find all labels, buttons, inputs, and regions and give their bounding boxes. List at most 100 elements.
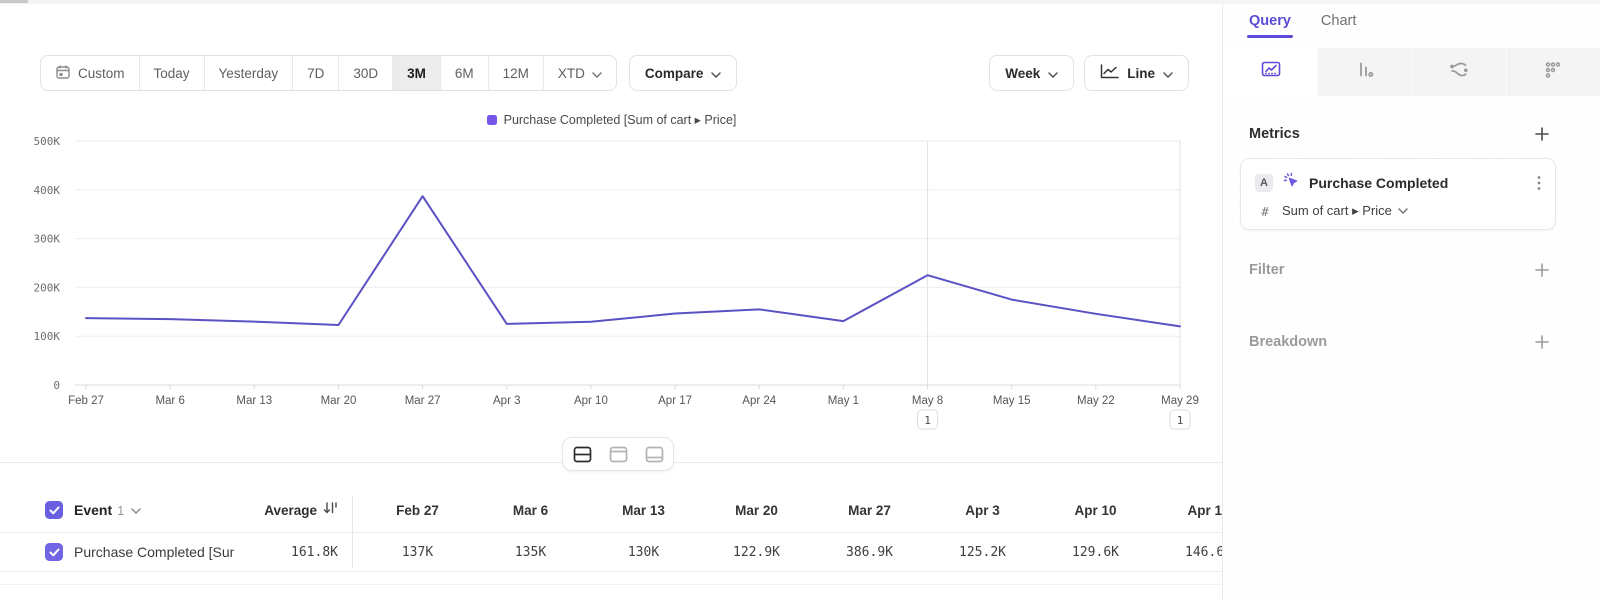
metrics-section-header: Metrics xyxy=(1249,126,1550,142)
x-axis-tick: May 8 xyxy=(912,395,943,407)
average-column-header: Average xyxy=(264,502,317,518)
chart-controls: Week Line xyxy=(989,55,1189,91)
range-6m-button[interactable]: 6M xyxy=(439,56,488,90)
report-retention-button[interactable] xyxy=(1505,48,1600,96)
x-axis-tick: Feb 27 xyxy=(68,395,104,407)
x-axis-tick: Apr 17 xyxy=(658,395,692,407)
range-xtd-button[interactable]: XTD xyxy=(542,56,616,90)
cell-value: 122.9K xyxy=(733,544,780,560)
y-axis-tick: 300K xyxy=(34,233,61,246)
legend-label: Purchase Completed [Sum of cart ▸ Price] xyxy=(503,113,737,127)
x-axis-tick: Mar 13 xyxy=(236,395,272,407)
compare-button[interactable]: Compare xyxy=(628,55,738,91)
series-line xyxy=(85,195,1181,328)
chart-type-select[interactable]: Line xyxy=(1084,55,1189,91)
x-axis-tick: Apr 3 xyxy=(493,395,521,407)
results-table: Event 1 Average Feb 27 Mar 6 xyxy=(0,488,1222,572)
retention-dots-icon xyxy=(1541,58,1565,87)
table-header-row: Event 1 Average Feb 27 Mar 6 xyxy=(0,488,1222,532)
numeric-type-icon: # xyxy=(1261,203,1269,219)
add-breakdown-button[interactable] xyxy=(1534,334,1550,350)
tab-chart[interactable]: Chart xyxy=(1320,13,1357,29)
sort-descending-icon[interactable] xyxy=(323,501,338,520)
chevron-down-icon[interactable] xyxy=(131,501,142,519)
row-checkbox[interactable] xyxy=(45,543,63,561)
filter-section-header: Filter xyxy=(1249,262,1550,278)
report-toolbar: Custom Today Yesterday 7D 30D 3M 6M 12M … xyxy=(40,55,1189,91)
flows-icon xyxy=(1447,58,1471,87)
filter-title: Filter xyxy=(1249,262,1285,278)
table-date-header: Mar 6 xyxy=(512,502,549,518)
aggregation-select[interactable]: Sum of cart ▸ Price xyxy=(1282,203,1408,219)
table-date-header: Feb 27 xyxy=(396,502,439,518)
chevron-down-icon xyxy=(1048,66,1058,81)
split-view-button[interactable] xyxy=(566,441,598,467)
breakdown-title: Breakdown xyxy=(1249,334,1328,350)
cell-value: 129.6K xyxy=(1072,544,1119,560)
metric-name: Purchase Completed xyxy=(1309,174,1449,191)
metric-card[interactable]: A Purchase Completed # Sum of cart ▸ Pri… xyxy=(1240,158,1556,230)
breakdown-section-header: Breakdown xyxy=(1249,334,1550,350)
x-axis-tick: Mar 6 xyxy=(155,395,184,407)
x-axis-tick: Mar 20 xyxy=(321,395,357,407)
svg-text:1: 1 xyxy=(1177,414,1184,427)
funnel-bars-icon xyxy=(1353,58,1377,87)
table-date-header: Mar 13 xyxy=(622,502,665,518)
line-chart-icon xyxy=(1100,64,1119,82)
add-filter-button[interactable] xyxy=(1534,262,1550,278)
report-insights-button[interactable] xyxy=(1224,48,1318,96)
calendar-icon xyxy=(55,64,71,83)
select-all-checkbox[interactable] xyxy=(45,501,63,519)
report-flows-button[interactable] xyxy=(1411,48,1506,96)
interval-select[interactable]: Week xyxy=(989,55,1075,91)
chevron-down-icon xyxy=(711,66,722,81)
cell-value: 125.2K xyxy=(959,544,1006,560)
next-row-edge xyxy=(0,584,1222,585)
x-axis-tick: Apr 10 xyxy=(574,395,608,407)
annotation-badge xyxy=(917,409,939,430)
report-funnels-button[interactable] xyxy=(1317,48,1412,96)
report-type-switcher xyxy=(1224,48,1600,96)
range-custom-button[interactable]: Custom xyxy=(41,56,139,90)
range-custom-label: Custom xyxy=(78,65,125,81)
table-row[interactable]: Purchase Completed [Sum of cart ▸ Price]… xyxy=(0,532,1222,572)
kebab-menu-icon[interactable] xyxy=(1537,175,1541,191)
svg-text:1: 1 xyxy=(924,414,931,427)
range-today-button[interactable]: Today xyxy=(138,56,204,90)
view-layout-toggle xyxy=(562,437,674,471)
range-30d-button[interactable]: 30D xyxy=(338,56,392,90)
event-sparkle-icon xyxy=(1282,171,1300,194)
metrics-title: Metrics xyxy=(1249,126,1300,142)
annotation-badge xyxy=(1169,409,1191,430)
event-column-header: Event xyxy=(74,502,113,518)
cell-value: 130K xyxy=(627,544,660,560)
y-axis-tick: 100K xyxy=(34,330,61,343)
range-yesterday-button[interactable]: Yesterday xyxy=(203,56,293,90)
x-axis-tick: Mar 27 xyxy=(405,395,441,407)
table-date-header: Mar 20 xyxy=(735,502,778,518)
range-3m-button[interactable]: 3M xyxy=(392,56,440,90)
table-column-divider xyxy=(352,496,353,568)
x-axis-tick: May 22 xyxy=(1077,395,1115,407)
range-12m-button[interactable]: 12M xyxy=(487,56,543,90)
query-builder-panel: Query Chart xyxy=(1224,4,1600,600)
metric-letter-badge: A xyxy=(1255,173,1273,192)
chart-only-view-button[interactable] xyxy=(602,441,634,467)
add-metric-button[interactable] xyxy=(1534,126,1550,142)
table-date-header: Apr 3 xyxy=(965,502,1000,518)
date-range-segmented-control: Custom Today Yesterday 7D 30D 3M 6M 12M … xyxy=(40,55,617,91)
table-date-header: Apr 17 xyxy=(1187,502,1222,518)
top-strip xyxy=(0,0,1600,4)
top-strip-accent xyxy=(0,0,28,3)
insights-chart-icon xyxy=(1259,58,1283,87)
average-value: 161.8K xyxy=(291,544,338,560)
chart-legend: Purchase Completed [Sum of cart ▸ Price] xyxy=(0,112,1222,127)
table-only-view-button[interactable] xyxy=(638,441,670,467)
x-axis-tick: May 29 xyxy=(1161,395,1199,407)
y-axis-tick: 500K xyxy=(34,135,61,148)
range-7d-button[interactable]: 7D xyxy=(292,56,338,90)
line-chart[interactable]: 0 100K 200K 300K 400K 500K Feb 27 Mar 6 Mar 13 Ma… xyxy=(0,128,1223,440)
x-axis-tick: Apr 24 xyxy=(742,395,776,407)
tab-query[interactable]: Query xyxy=(1247,13,1293,38)
